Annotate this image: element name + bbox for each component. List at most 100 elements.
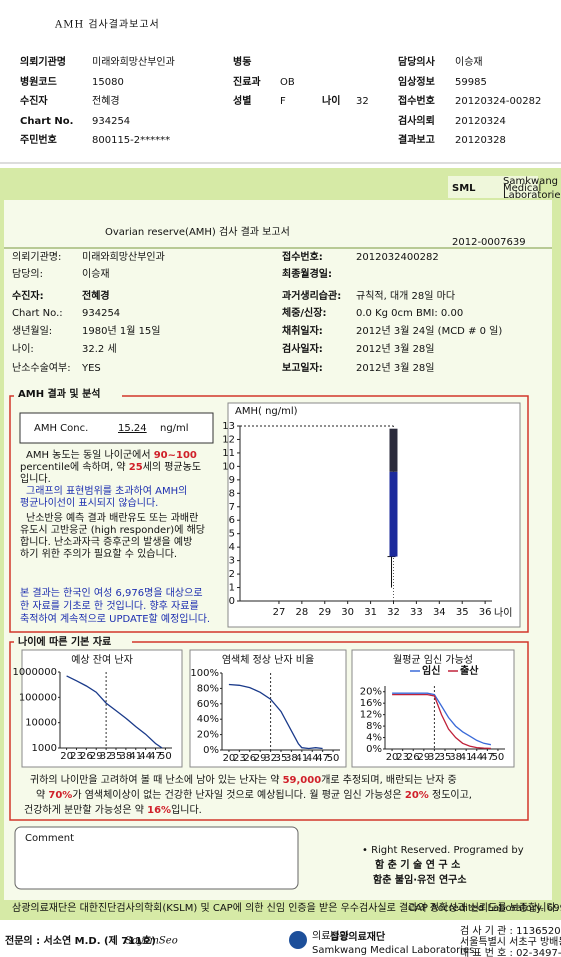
y-tick-label: 20% <box>360 687 382 698</box>
org-name: 삼광의료재단 <box>330 930 386 943</box>
x-tick-label: 32 <box>100 751 113 762</box>
info-label: 난소수술여부: <box>12 362 71 374</box>
field-value: 20120324-00282 <box>455 96 541 107</box>
field-value: 전혜경 <box>92 94 120 107</box>
info-label: 채취일자: <box>282 324 323 337</box>
info-label: 체중/신장: <box>282 306 326 319</box>
doctor: 전문의 : 서소연 M.D. (제 711호) <box>5 934 156 947</box>
y-tick-label: 40% <box>197 714 219 725</box>
section-title: 나이에 따른 기본 자료 <box>18 635 111 648</box>
footer-cap: CAP Accredited Laboratory. 69944-01 <box>408 903 561 914</box>
credit-line: 함춘 불임·유전 연구소 <box>373 873 467 886</box>
x-tick-label: 41 <box>129 751 142 762</box>
info-value: 1980년 1월 15일 <box>82 325 161 337</box>
logo-sub: Medical <box>503 183 541 194</box>
y-tick-label: 10 <box>222 461 235 472</box>
legend-label: 임신 <box>422 664 440 677</box>
report-title: Ovarian reserve(AMH) 검사 결과 보고서 <box>105 226 290 238</box>
field-value: 800115-2****** <box>92 135 170 146</box>
paragraph-line: 합니다. 난소과자극 증후군의 발생을 예방 <box>20 536 192 548</box>
field-label: Chart No. <box>20 116 73 127</box>
y-tick-label: 1000000 <box>12 667 57 678</box>
amh-chart-panel <box>227 402 521 628</box>
series-line <box>228 683 323 750</box>
x-tick-label: 23 <box>396 752 409 763</box>
x-tick-label: 35 <box>439 752 452 763</box>
info-value: 2012년 3월 28일 <box>356 343 435 355</box>
series-line <box>392 693 491 750</box>
x-tick-label: 47 <box>481 752 494 763</box>
paragraph-line: 그래프의 표현범위를 초과하여 AMH의 <box>26 484 187 497</box>
text-segment: 입니다. <box>171 803 202 816</box>
info-label: 최종월경일: <box>282 267 332 280</box>
info-value: 2012032400282 <box>356 252 439 263</box>
x-tick-label: 32 <box>428 752 441 763</box>
x-axis-label: 나이 <box>494 607 512 619</box>
mini-chart-title: 월평균 임신 가능성 <box>393 653 473 666</box>
x-tick-label: 26 <box>407 752 420 763</box>
text-segment: 25 <box>129 462 143 473</box>
y-tick-label: 80% <box>197 683 219 694</box>
y-tick-label: 0% <box>203 745 219 756</box>
y-tick-label: 4 <box>229 542 235 553</box>
info-value: 미래와희망산부인과 <box>82 251 165 263</box>
conc-box <box>19 412 214 444</box>
x-tick-label: 36 <box>479 607 492 618</box>
text-segment: 세의 평균농도 <box>143 461 201 473</box>
contact-line: 검 사 기 관 : 11365200 <box>460 925 561 937</box>
text-segment: 가 염색체이상이 없는 건강한 난자일 것으로 예상됩니다. 월 평균 임신 가… <box>72 788 405 801</box>
field-value: OB <box>280 77 295 88</box>
x-tick-label: 34 <box>433 607 446 618</box>
info-value: 이승재 <box>82 268 110 280</box>
info-label: 생년월일: <box>12 325 52 337</box>
info-value: 2012년 3월 28일 <box>356 362 435 374</box>
paragraph-line: 축적하여 계속적으로 UPDATE할 예정입니다. <box>20 612 210 625</box>
y-tick-label: 8 <box>229 488 235 499</box>
paragraph-line: 한 자료를 기초로 한 것입니다. 향후 자료를 <box>20 599 199 612</box>
section-title-bg <box>14 388 122 400</box>
info-label: 과거생리습관: <box>282 289 341 302</box>
header-bg <box>0 0 561 168</box>
x-tick-label: 44 <box>306 753 319 764</box>
y-tick-label: 7 <box>229 502 235 513</box>
x-tick-label: 29 <box>417 752 430 763</box>
field-value: 미래와희망산부인과 <box>92 56 175 68</box>
x-tick-label: 20 <box>223 753 236 764</box>
x-tick-label: 23 <box>70 751 83 762</box>
y-tick-label: 60% <box>197 699 219 710</box>
text-segment: 90~100 <box>154 450 197 461</box>
text-segment: AMH 농도는 동일 나이군에서 <box>26 449 154 461</box>
info-label: Chart No.: <box>12 308 63 319</box>
report-no: 2012-0007639 <box>452 237 526 248</box>
text-segment: 개로 추정되며, 배란되는 난자 중 <box>321 774 457 786</box>
text-segment: 16% <box>147 805 171 816</box>
paragraph-line: 입니다. <box>20 472 51 485</box>
x-tick-label: 50 <box>327 753 340 764</box>
x-tick-label: 47 <box>149 751 162 762</box>
info-value: 0.0 Kg 0cm BMI: 0.00 <box>356 308 463 319</box>
header-title: AMH 검사결과보고서 <box>54 19 160 31</box>
logo-sub: Laboratories <box>503 190 561 201</box>
contact-line: 대 표 번 호 : 02-3497-5100 <box>460 947 561 957</box>
y-tick-label: 8% <box>366 721 382 732</box>
y-tick-label: 12 <box>222 434 235 445</box>
legend-label: 출산 <box>460 664 479 677</box>
x-tick-label: 32 <box>387 607 400 618</box>
field-label: 진료과 <box>233 75 261 88</box>
x-tick-label: 47 <box>316 753 329 764</box>
y-tick-label: 2 <box>229 569 235 580</box>
x-tick-label: 38 <box>449 752 462 763</box>
field-label: 수진자 <box>20 94 48 107</box>
section-title-bg <box>14 636 132 648</box>
text-segment: 합니다. 난소과자극 증후군의 발생을 예방 <box>20 536 192 548</box>
basics-box <box>9 641 529 821</box>
text-segment: 난소반응 예측 결과 배란유도 또는 과배란 <box>26 512 198 524</box>
field-value: F <box>280 96 286 107</box>
x-tick-label: 35 <box>110 751 123 762</box>
conc-value: 15.24 <box>118 423 147 434</box>
field-value: 32 <box>356 96 369 107</box>
comment-box <box>14 826 299 890</box>
amh-box <box>9 395 529 633</box>
info-label: 의뢰기관명: <box>12 251 61 263</box>
